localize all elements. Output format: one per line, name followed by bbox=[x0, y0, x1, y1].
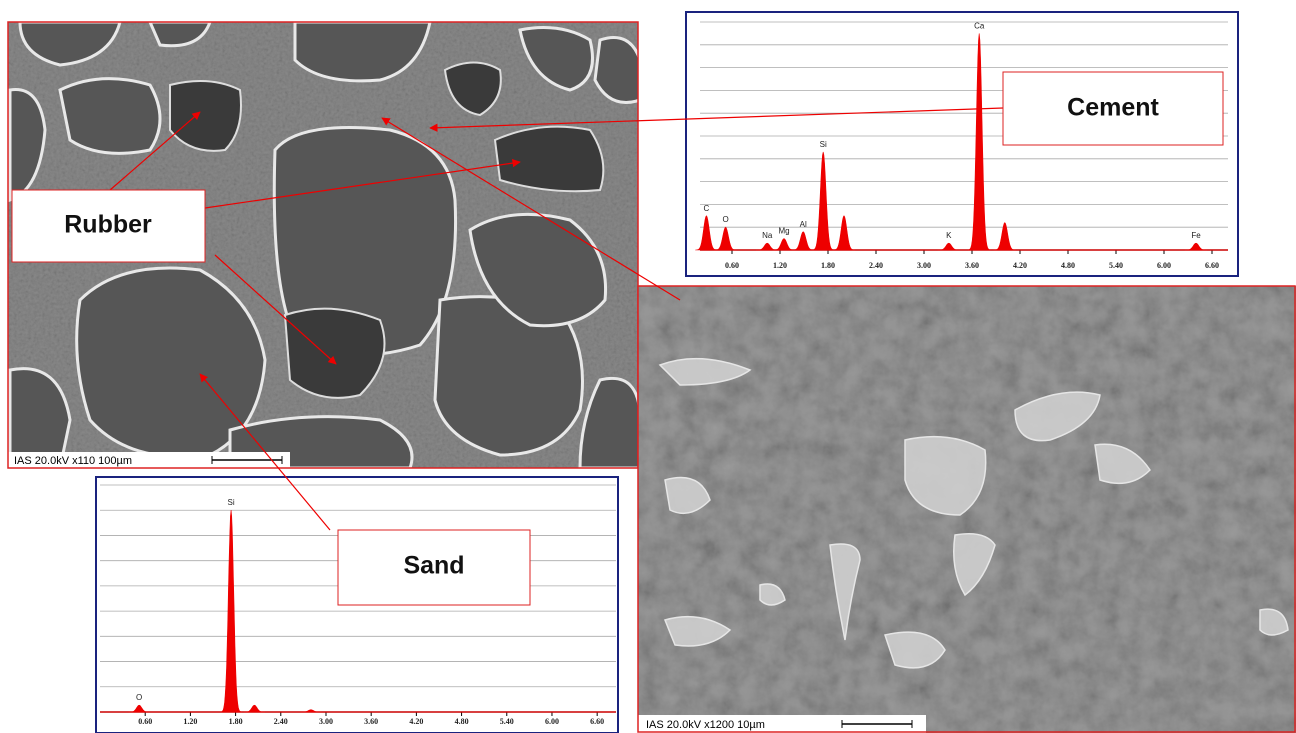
x-tick-label: 3.60 bbox=[965, 261, 979, 270]
label-rubber: Rubber bbox=[64, 211, 152, 239]
x-tick-label: 5.40 bbox=[500, 717, 514, 726]
x-tick-label: 2.40 bbox=[869, 261, 883, 270]
peak-label: O bbox=[136, 693, 142, 702]
x-tick-label: 6.00 bbox=[545, 717, 559, 726]
peak-label: K bbox=[946, 231, 952, 240]
x-tick-label: 4.20 bbox=[409, 717, 423, 726]
label-cement: Cement bbox=[1067, 94, 1159, 122]
x-tick-label: 5.40 bbox=[1109, 261, 1123, 270]
x-tick-label: 3.60 bbox=[364, 717, 378, 726]
x-tick-label: 1.20 bbox=[183, 717, 197, 726]
peak-label: Si bbox=[820, 140, 827, 149]
x-tick-label: 3.00 bbox=[319, 717, 333, 726]
x-tick-label: 4.20 bbox=[1013, 261, 1027, 270]
x-tick-label: 1.80 bbox=[229, 717, 243, 726]
sem-caption: IAS 20.0kV x110 100µm bbox=[14, 455, 132, 467]
x-tick-label: 1.80 bbox=[821, 261, 835, 270]
sem-caption: IAS 20.0kV x1200 10µm bbox=[646, 719, 765, 731]
figure: IAS 20.0kV x110 100µm IAS 20.0kV x1200 1… bbox=[0, 0, 1296, 733]
x-tick-label: 4.80 bbox=[1061, 261, 1075, 270]
peak-label: Mg bbox=[778, 227, 789, 236]
x-tick-label: 6.60 bbox=[590, 717, 604, 726]
peak-label: Na bbox=[762, 231, 773, 240]
x-tick-label: 6.60 bbox=[1205, 261, 1219, 270]
x-tick-label: 0.60 bbox=[138, 717, 152, 726]
x-tick-label: 0.60 bbox=[725, 261, 739, 270]
sem-image-high bbox=[638, 286, 1296, 733]
peak-label: C bbox=[704, 204, 710, 213]
x-tick-label: 4.80 bbox=[455, 717, 469, 726]
x-tick-label: 6.00 bbox=[1157, 261, 1171, 270]
x-tick-label: 3.00 bbox=[917, 261, 931, 270]
x-tick-label: 2.40 bbox=[274, 717, 288, 726]
label-sand: Sand bbox=[403, 552, 464, 580]
x-tick-label: 1.20 bbox=[773, 261, 787, 270]
peak-label: Si bbox=[228, 498, 235, 507]
peak-label: Fe bbox=[1191, 231, 1201, 240]
peak-label: Al bbox=[800, 220, 807, 229]
peak-label: Ca bbox=[974, 21, 985, 30]
peak-label: O bbox=[722, 215, 728, 224]
